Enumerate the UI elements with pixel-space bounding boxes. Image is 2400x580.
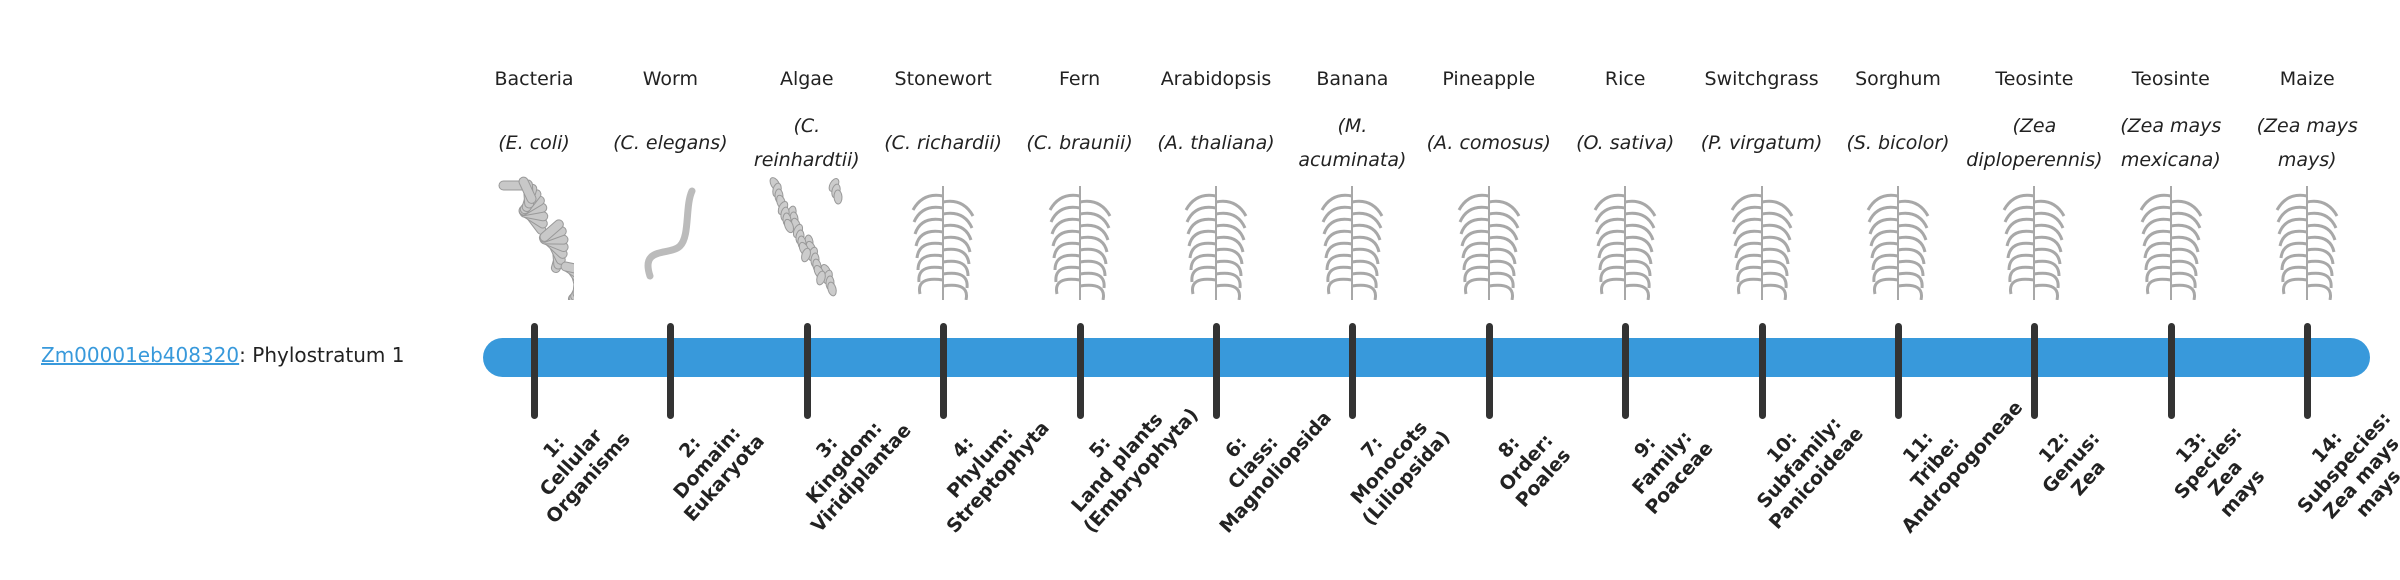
- scientific-name: (A. thaliana): [1152, 108, 1280, 178]
- stratum-tick: [667, 323, 675, 419]
- scientific-name: (C. braunii): [1016, 108, 1144, 178]
- stratum-tick: [1758, 323, 1766, 419]
- stratum-tick: [2304, 323, 2312, 419]
- rank-label: 4: Phylum: Streptophyta: [908, 388, 1054, 538]
- rank-label: 13: Species: Zea mays: [2136, 388, 2298, 554]
- scientific-name-text: (C. braunii): [1026, 132, 1133, 154]
- worm-icon: [644, 187, 696, 280]
- arabidopsis-icon: [1184, 186, 1248, 300]
- stratum-tick: [1485, 323, 1493, 419]
- scientific-name: (Zea diploperennis): [1966, 108, 2102, 178]
- scientific-name-text: (C. richardii): [884, 132, 1003, 154]
- scientific-name: (A. comosus): [1425, 108, 1553, 178]
- scientific-name-text: (E. coli): [498, 132, 570, 154]
- scientific-name-text: (C. elegans): [613, 132, 728, 154]
- maize-icon: [2275, 186, 2339, 300]
- common-name: Fern: [1059, 68, 1101, 90]
- common-name: Algae: [779, 68, 834, 90]
- common-name: Pineapple: [1442, 68, 1536, 90]
- stonewort-icon: [911, 186, 975, 300]
- scientific-name-text: (M. acuminata): [1298, 115, 1407, 171]
- banana-icon: [1321, 186, 1384, 300]
- algae-icon: [769, 177, 843, 297]
- rank-label: 8: Order: Poales: [1454, 388, 1599, 538]
- stratum-tick: [1349, 323, 1357, 419]
- scientific-name: (S. bicolor): [1834, 108, 1962, 178]
- scientific-name-text: (O. sativa): [1576, 132, 1675, 154]
- switchgrass-icon: [1730, 186, 1793, 300]
- stratum-tick: [531, 323, 538, 419]
- stratum-tick: [2167, 323, 2175, 419]
- scientific-name: (C. elegans): [606, 108, 734, 178]
- stratum-tick: [1622, 323, 1630, 419]
- rice-icon: [1593, 186, 1657, 300]
- scientific-name-text: (Zea mays mexicana): [2120, 115, 2222, 171]
- common-name: Bacteria: [494, 68, 574, 90]
- stratum-tick: [803, 323, 811, 419]
- rank-label: 2: Domain: Eukaryota: [636, 388, 781, 538]
- stratum-tick: [2031, 323, 2039, 419]
- stratum-tick: [1213, 323, 1220, 419]
- scientific-name: (M. acuminata): [1288, 108, 1416, 178]
- sorghum-icon: [1866, 186, 1930, 300]
- scientific-name-text: (A. comosus): [1426, 132, 1551, 154]
- pineapple-icon: [1457, 186, 1521, 300]
- scientific-name: (P. virgatum): [1698, 108, 1826, 178]
- scientific-name: (E. coli): [470, 108, 598, 178]
- rank-label: 5: Land plants (Embryophyta): [1045, 388, 1203, 538]
- stratum-tick: [1076, 323, 1084, 419]
- rank-label: 14: Subspecies: Zea mays mays: [2272, 388, 2400, 554]
- common-name: Banana: [1316, 68, 1389, 90]
- scientific-name-text: (A. thaliana): [1157, 132, 1275, 154]
- scientific-name-text: (S. bicolor): [1846, 132, 1950, 154]
- scientific-name: (Zea mays mays): [2243, 108, 2371, 178]
- common-name: Worm: [642, 68, 699, 90]
- common-name: Sorghum: [1855, 68, 1941, 90]
- common-name: Switchgrass: [1704, 68, 1819, 90]
- scientific-name: (C. richardii): [879, 108, 1007, 178]
- rank-label: 1: Cellular Organisms: [499, 388, 644, 538]
- bacteria-icon: [498, 176, 574, 300]
- scientific-name: (Zea mays mexicana): [2107, 108, 2235, 178]
- scientific-name-text: (Zea diploperennis): [1966, 115, 2103, 171]
- teosinte-icon: [2003, 186, 2066, 300]
- common-name: Rice: [1604, 68, 1646, 90]
- rank-label: 10: Subfamily: Panicoideae: [1727, 388, 1872, 538]
- common-name: Maize: [2279, 68, 2335, 90]
- scientific-name: (C. reinhardtii): [743, 108, 871, 178]
- teosinte-icon: [2139, 186, 2203, 300]
- rank-label: 3: Kingdom: Viridiplantae: [772, 388, 917, 538]
- scientific-name-text: (C. reinhardtii): [753, 115, 860, 171]
- gene-label: Zm00001eb408320: Phylostratum 1: [41, 343, 404, 367]
- stratum-tick: [940, 323, 948, 419]
- rank-label: 9: Family: Poaceae: [1590, 388, 1735, 538]
- scientific-name: (O. sativa): [1561, 108, 1689, 178]
- common-name: Arabidopsis: [1160, 68, 1272, 90]
- common-name: Teosinte: [2131, 68, 2210, 90]
- fern-icon: [1048, 186, 1111, 300]
- stratum-tick: [1895, 323, 1902, 419]
- rank-label: 6: Class: Magnoliopsida: [1181, 388, 1336, 538]
- phylostratum-text: : Phylostratum 1: [239, 343, 405, 367]
- rank-label: 7: Monocots (Liliopsida): [1318, 388, 1463, 538]
- gene-id-link[interactable]: Zm00001eb408320: [41, 343, 240, 367]
- common-name: Teosinte: [1995, 68, 2074, 90]
- rank-label: 11: Tribe: Andropogoneae: [1863, 388, 2027, 538]
- common-name: Stonewort: [894, 68, 992, 90]
- timeline-bar: [483, 338, 2370, 377]
- scientific-name-text: (Zea mays mays): [2256, 115, 2358, 171]
- scientific-name-text: (P. virgatum): [1700, 132, 1823, 154]
